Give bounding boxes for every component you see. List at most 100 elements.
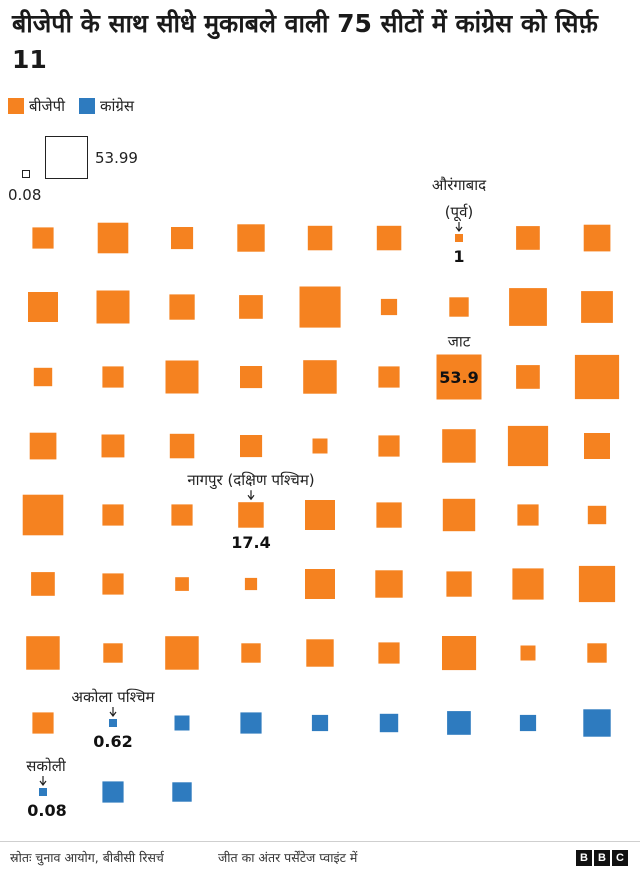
seat-square-bjp — [587, 643, 607, 663]
seat-square-bjp — [378, 366, 400, 388]
seat-square-bjp — [455, 234, 463, 242]
seat-square-bjp — [102, 366, 124, 388]
seat-square-bjp — [442, 636, 477, 671]
size-scale-min-label: 0.08 — [8, 186, 42, 204]
seat-square-bjp — [376, 225, 402, 251]
annotation-value: 0.08 — [27, 801, 66, 820]
legend: बीजेपी कांग्रेस — [8, 96, 148, 116]
legend-label-congress: कांग्रेस — [100, 97, 135, 115]
seat-square-bjp — [169, 433, 195, 459]
annotation-arrow — [247, 490, 255, 501]
seat-square-bjp — [28, 292, 58, 322]
legend-swatch-congress — [79, 98, 95, 114]
seat-square-bjp — [303, 360, 337, 394]
seat-square-bjp — [241, 643, 261, 663]
legend-swatch-bjp — [8, 98, 24, 114]
seat-square-bjp — [32, 712, 54, 734]
seat-square-bjp — [312, 438, 328, 454]
seat-square-bjp — [507, 425, 549, 467]
seat-square-bjp — [22, 494, 64, 536]
seat-square-congress — [102, 781, 124, 803]
unit-note: जीत का अंतर पर्सेंटेज प्वाइंट में — [218, 850, 358, 865]
seat-square-bjp — [584, 433, 610, 459]
seat-square-congress — [583, 709, 611, 737]
seat-square-bjp — [436, 354, 482, 400]
legend-label-bjp: बीजेपी — [29, 97, 65, 115]
seat-square-bjp — [449, 297, 469, 317]
annotation-name: औरंगाबाद — [432, 176, 487, 194]
annotation-value: 0.62 — [93, 732, 132, 751]
seat-square-bjp — [581, 291, 613, 323]
seat-square-bjp — [442, 429, 476, 463]
seat-square-bjp — [102, 504, 124, 526]
seat-square-bjp — [240, 366, 263, 389]
seat-square-bjp — [26, 636, 60, 670]
seat-square-congress — [519, 714, 537, 732]
seat-square-bjp — [165, 636, 199, 670]
seat-square-bjp — [574, 354, 620, 400]
seat-square-bjp — [31, 572, 55, 596]
annotation-arrow — [39, 776, 47, 786]
size-scale-max-label: 53.99 — [95, 149, 138, 167]
annotation-arrow — [109, 707, 117, 717]
seat-square-bjp — [240, 435, 263, 458]
bbc-logo-letter: C — [612, 850, 628, 866]
annotation-name: सकोली — [26, 757, 67, 775]
bbc-logo-letter: B — [594, 850, 610, 866]
seat-square-bjp — [578, 565, 616, 603]
seat-square-bjp — [516, 226, 540, 250]
chart-title: बीजेपी के साथ सीधे मुकाबले वाली 75 सीटों… — [12, 9, 598, 74]
seat-square-bjp — [380, 298, 398, 316]
seat-square-bjp — [29, 432, 57, 460]
seat-square-congress — [379, 713, 399, 733]
seat-square-bjp — [378, 642, 400, 664]
seat-square-bjp — [237, 224, 265, 252]
footer-divider — [0, 841, 640, 842]
seat-square-bjp — [103, 643, 123, 663]
seat-square-bjp — [376, 502, 402, 528]
annotation-name: (पूर्व) — [445, 203, 474, 222]
seat-square-bjp — [239, 295, 263, 319]
annotation-value: 1 — [453, 247, 464, 266]
seat-square-bjp — [446, 571, 472, 597]
seat-square-congress — [39, 788, 47, 796]
seat-square-congress — [311, 714, 329, 732]
seat-square-congress — [174, 715, 190, 731]
seat-square-bjp — [97, 222, 129, 254]
annotation-arrow — [455, 222, 463, 232]
seat-square-bjp — [375, 570, 403, 598]
source-note: स्रोतः चुनाव आयोग, बीबीसी रिसर्च — [10, 850, 164, 865]
seat-square-bjp — [583, 224, 611, 252]
seat-square-bjp — [33, 367, 53, 387]
seat-square-bjp — [171, 504, 193, 526]
legend-item-congress: कांग्रेस — [79, 96, 134, 116]
seat-square-congress — [172, 782, 192, 802]
annotation-name: नागपुर (दक्षिण पश्चिम) — [187, 471, 314, 490]
legend-item-bjp: बीजेपी — [8, 96, 65, 116]
seat-square-bjp — [442, 498, 476, 532]
seat-square-congress — [109, 719, 117, 727]
seat-square-bjp — [509, 288, 547, 326]
seat-square-bjp — [305, 569, 335, 599]
seat-square-congress — [240, 712, 262, 734]
seat-square-bjp — [171, 227, 194, 250]
seat-square-bjp — [512, 568, 544, 600]
seat-square-bjp — [517, 504, 539, 526]
size-scale-min-square — [22, 170, 30, 178]
seat-square-bjp — [169, 294, 195, 320]
seat-square-bjp — [306, 639, 334, 667]
annotation-name: जाट — [448, 333, 471, 351]
seat-square-bjp — [587, 505, 607, 525]
seat-square-bjp — [96, 290, 130, 324]
seat-square-congress — [447, 711, 471, 735]
seat-square-bjp — [32, 227, 54, 249]
annotation-value: 17.4 — [231, 533, 270, 552]
seat-square-bjp — [305, 500, 335, 530]
seat-square-bjp — [516, 365, 540, 389]
square-grid-chart: औरंगाबाद (पूर्व) 1 जाट 53.9 नागपुर (दक्षिण पश… — [22, 176, 620, 820]
seat-square-bjp — [244, 577, 258, 591]
bbc-logo: B B C — [576, 850, 628, 866]
seat-square-bjp — [378, 435, 400, 457]
seat-square-bjp — [102, 573, 124, 595]
size-scale-max-square — [45, 136, 88, 179]
